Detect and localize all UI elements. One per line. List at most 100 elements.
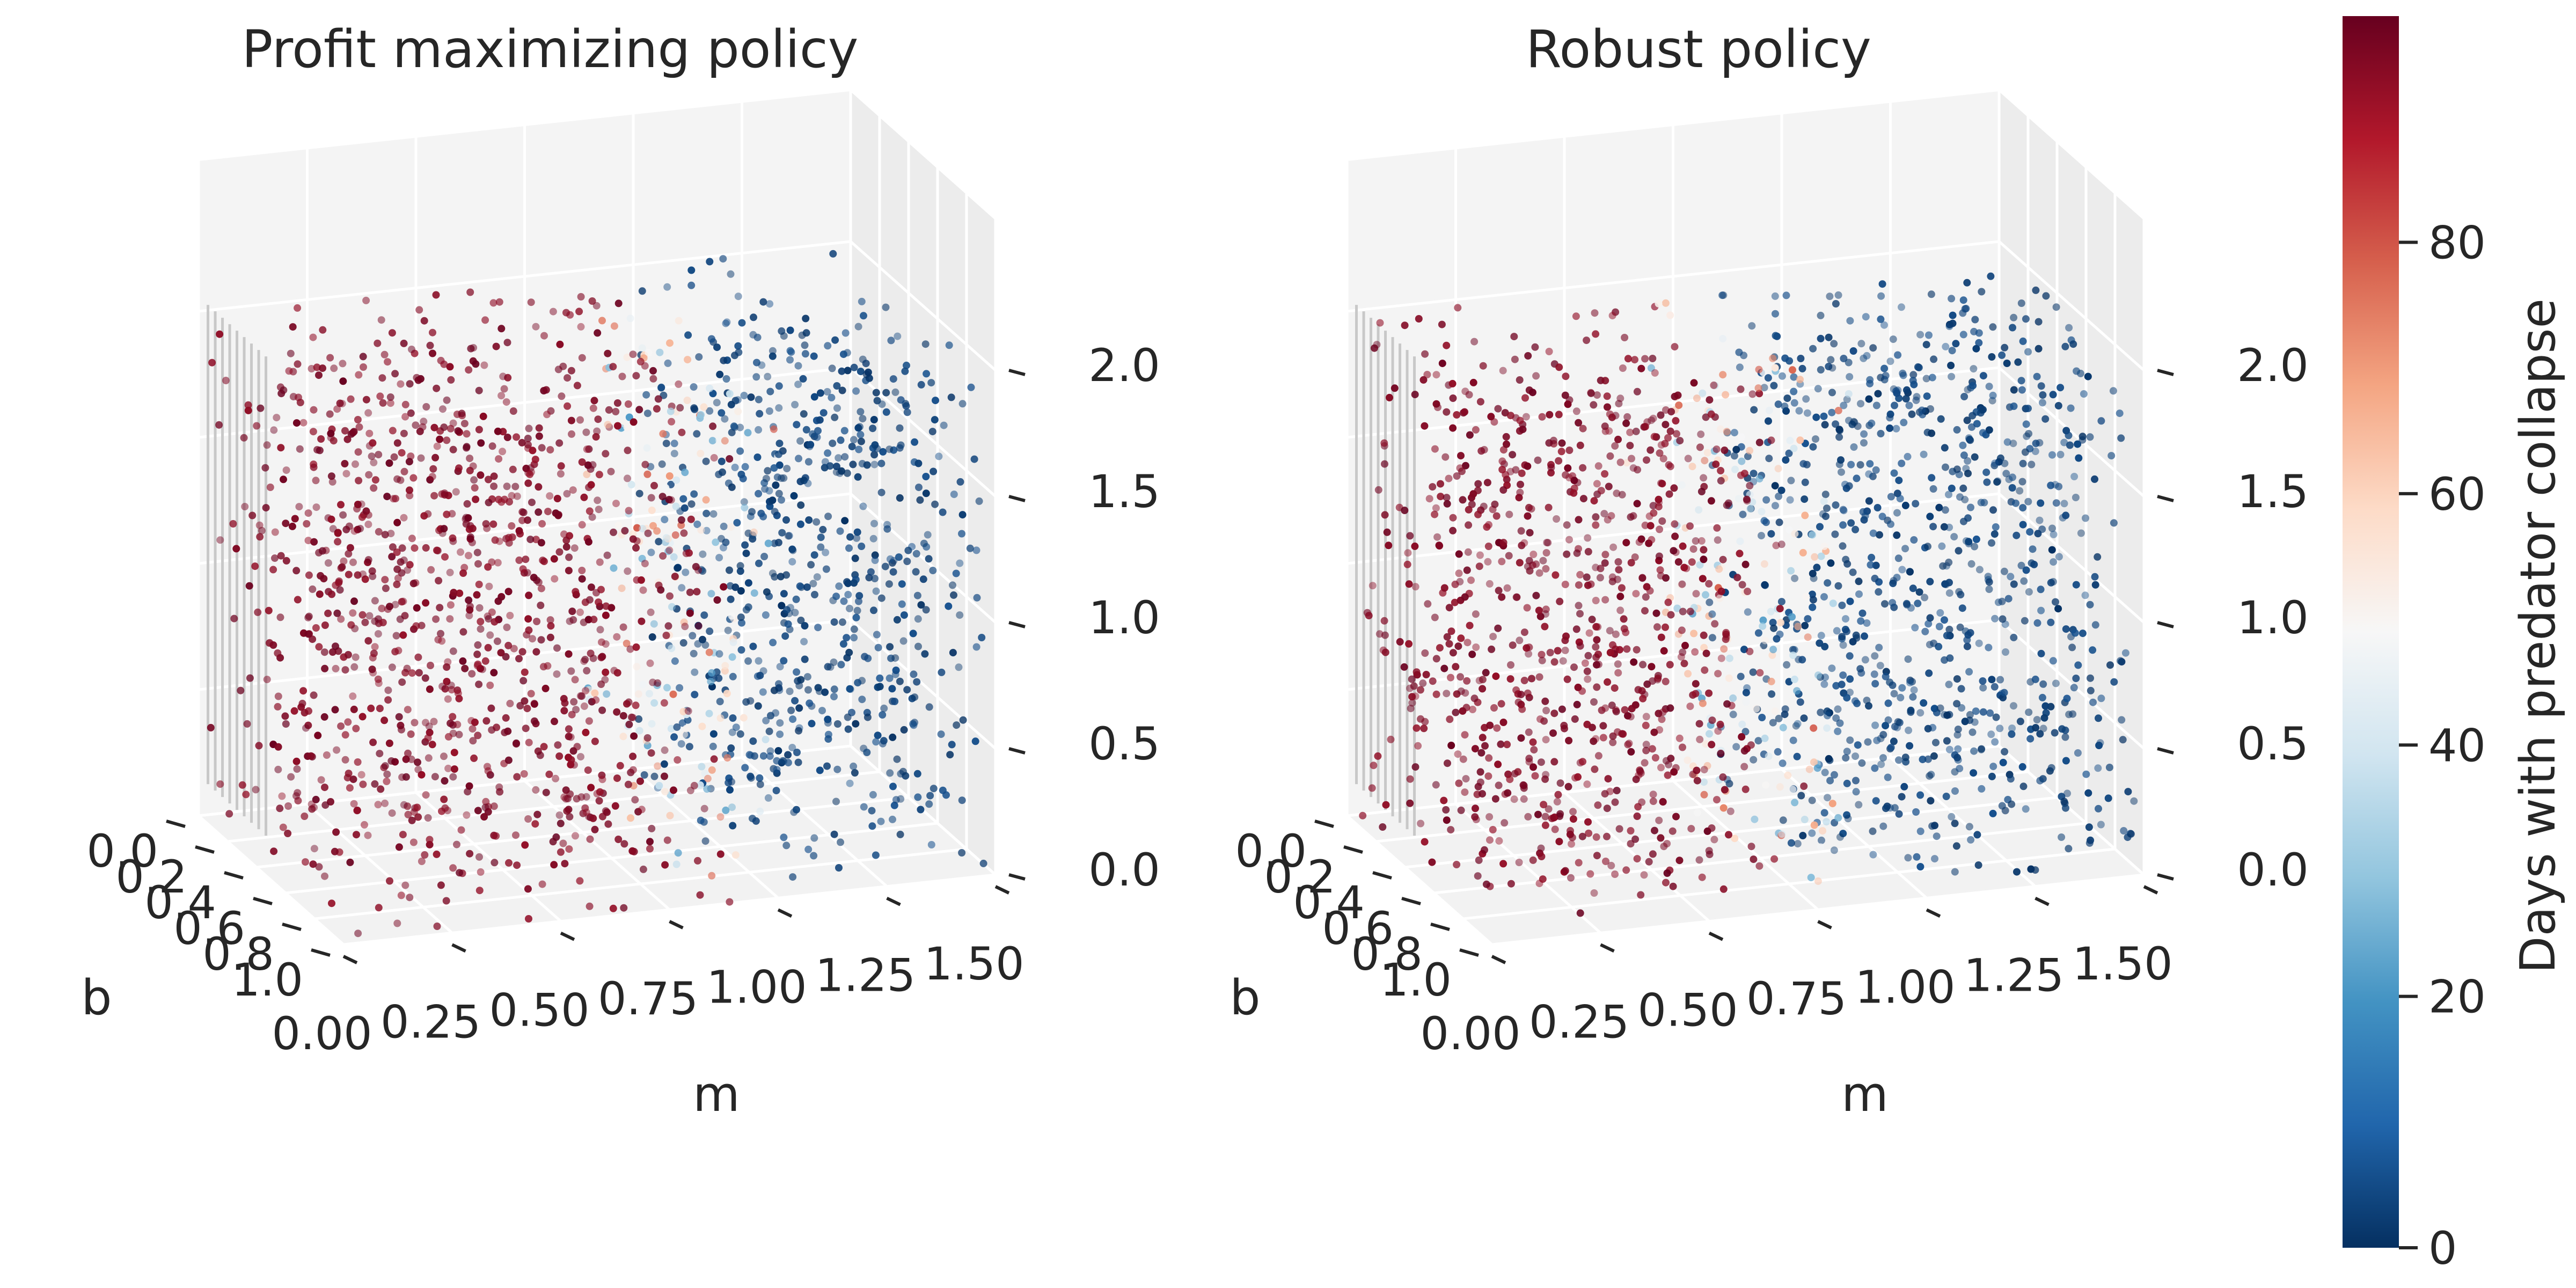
scatter-point — [727, 400, 735, 408]
scatter-point — [270, 426, 278, 434]
scatter-point — [401, 400, 409, 408]
scatter-point — [443, 436, 451, 444]
scatter-point — [1706, 396, 1714, 404]
scatter-point — [1924, 755, 1932, 763]
scatter-point — [1545, 439, 1553, 447]
scatter-point — [1772, 541, 1780, 550]
scatter-point — [818, 707, 826, 715]
scatter-point — [591, 689, 599, 697]
scatter-point — [1609, 543, 1618, 551]
scatter-point — [350, 527, 358, 535]
scatter-point — [772, 709, 780, 717]
scatter-point — [1538, 650, 1546, 658]
scatter-point — [241, 503, 249, 510]
scatter-point — [407, 730, 415, 738]
scatter-point — [379, 619, 387, 626]
scatter-point — [1895, 756, 1902, 764]
scatter-point — [938, 668, 946, 676]
scatter-point — [535, 424, 543, 432]
scatter-point — [797, 676, 805, 684]
scatter-point — [2085, 823, 2093, 831]
scatter-point — [353, 807, 361, 814]
x-tick — [777, 908, 793, 918]
scatter-point — [2119, 736, 2127, 744]
scatter-point — [370, 484, 378, 492]
scatter-point — [1374, 752, 1382, 760]
scatter-point — [1789, 646, 1797, 654]
z-ticks: 0.00.51.01.52.0 — [1008, 339, 1160, 896]
scatter-point — [1556, 597, 1564, 605]
scatter-point — [320, 713, 328, 721]
scatter-point — [925, 703, 933, 711]
grid-line — [850, 493, 997, 624]
scatter-point — [730, 422, 738, 430]
scatter-point — [715, 650, 723, 658]
scatter-point — [1968, 412, 1977, 420]
scatter-point — [1719, 335, 1727, 343]
scatter-point — [1710, 836, 1718, 844]
scatter-point — [769, 639, 777, 647]
z-tick — [2157, 873, 2174, 881]
scatter-point — [1558, 705, 1566, 713]
scatter-point — [1584, 652, 1592, 660]
scatter-point — [438, 637, 446, 645]
z-tick-label: 1.0 — [2237, 591, 2309, 644]
scatter-point — [1791, 675, 1798, 683]
scatter-point — [623, 640, 631, 647]
scatter-point — [846, 779, 854, 787]
scatter-point — [1836, 833, 1844, 841]
scatter-point — [350, 428, 358, 436]
scatter-point — [1542, 707, 1550, 714]
scatter-point — [891, 698, 899, 705]
scatter-point — [429, 465, 437, 473]
scatter-point — [485, 582, 493, 590]
scatter-point — [879, 448, 887, 456]
scatter-point — [1405, 640, 1413, 648]
scatter-point — [2063, 694, 2071, 702]
scatter-point — [443, 510, 451, 518]
scatter-point — [1632, 427, 1640, 435]
scatter-point — [1767, 530, 1775, 538]
scatter-point — [414, 813, 422, 821]
scatter-point — [530, 574, 538, 582]
scatter-point — [1833, 627, 1841, 635]
scatter-point — [420, 512, 428, 520]
scatter-point — [1910, 686, 1918, 694]
scatter-point — [828, 393, 836, 401]
scatter-point — [492, 342, 500, 350]
scatter-point — [2130, 797, 2138, 805]
scatter-point — [1765, 417, 1772, 425]
scatter-point — [407, 755, 415, 763]
scatter-point — [613, 708, 621, 716]
scatter-point — [503, 482, 511, 491]
scatter-point — [2017, 561, 2025, 569]
scatter-point — [846, 604, 853, 612]
scatter-point — [540, 332, 548, 340]
scatter-point — [1561, 867, 1569, 875]
scatter-point — [1692, 537, 1700, 545]
scatter-point — [1810, 821, 1818, 829]
scatter-point — [2049, 578, 2057, 586]
scatter-point — [465, 782, 473, 790]
scatter-point — [1911, 624, 1919, 632]
scatter-point — [716, 698, 724, 706]
scatter-point — [662, 632, 670, 639]
scatter-point — [1808, 829, 1816, 837]
scatter-point — [340, 557, 348, 565]
scatter-point — [760, 553, 769, 560]
scatter-point — [518, 648, 526, 656]
scatter-point — [775, 489, 783, 497]
scatter-point — [1985, 383, 1993, 391]
scatter-point — [448, 686, 456, 694]
scatter-point — [425, 754, 433, 762]
scatter-point — [2008, 724, 2016, 732]
scatter-point — [463, 811, 471, 819]
scatter-point — [537, 539, 545, 547]
scatter-point — [315, 863, 323, 871]
scatter-point — [1585, 629, 1593, 637]
scatter-point — [1804, 633, 1812, 641]
scatter-point — [380, 716, 389, 724]
scatter-point — [1871, 574, 1879, 582]
scatter-point — [457, 826, 465, 834]
scatter-point — [1689, 545, 1697, 553]
